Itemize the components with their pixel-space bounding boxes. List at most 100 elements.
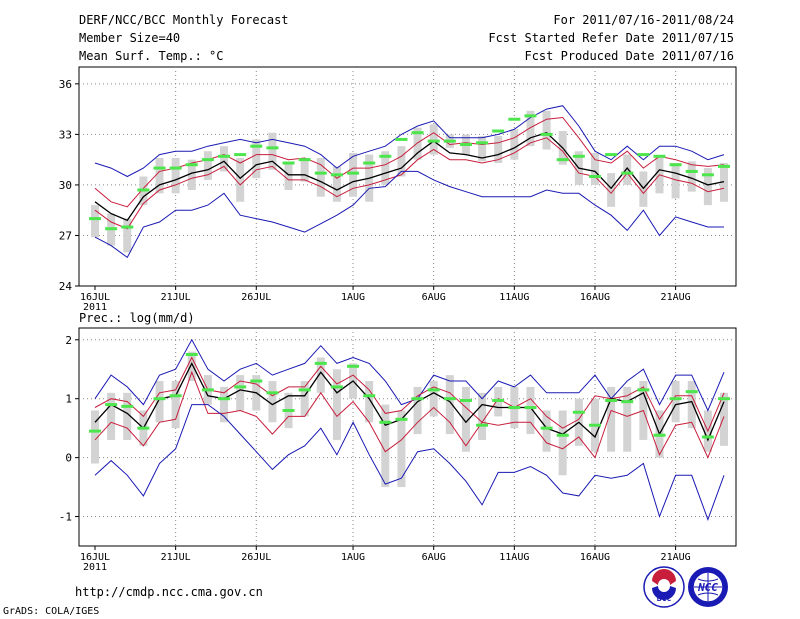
temperature-median-marker <box>330 173 343 177</box>
temperature-spread-box <box>542 110 551 150</box>
temperature-median-marker <box>137 188 150 192</box>
precipitation-min-line <box>94 404 725 521</box>
temperature-median-marker <box>556 158 569 162</box>
precipitation-median-marker <box>685 390 698 394</box>
temperature-median-marker <box>508 117 521 121</box>
temperature-spread-box <box>720 163 728 202</box>
temperature-ens-mean-line <box>94 131 725 222</box>
ncc-logo: NCC <box>688 567 728 607</box>
precipitation-median-marker <box>669 397 682 401</box>
temperature-median-marker <box>250 144 263 148</box>
precipitation-median-marker <box>718 397 730 401</box>
temperature-spread-box <box>332 166 341 202</box>
temperature-spread-box <box>187 159 196 190</box>
source-url[interactable]: http://cmdp.ncc.cma.gov.cn <box>75 585 263 599</box>
precipitation-year-label: 2011 <box>83 562 107 573</box>
precipitation-median-marker <box>234 385 247 389</box>
temperature-median-marker <box>572 154 585 158</box>
precipitation-median-marker <box>492 398 505 402</box>
temperature-spread-box <box>171 157 180 194</box>
precipitation-spread-box <box>429 381 438 417</box>
temperature-median-marker <box>363 161 376 165</box>
temperature-median-marker <box>621 171 634 175</box>
precipitation-median-marker <box>508 406 521 410</box>
precipitation-ens-lower-line <box>94 370 725 459</box>
precipitation-median-marker <box>169 394 182 398</box>
precipitation-median-marker <box>137 426 150 430</box>
precipitation-spread-box <box>720 392 728 446</box>
temperature-ens-lower-line <box>94 137 725 230</box>
precipitation-spread-box <box>236 375 245 411</box>
precipitation-median-marker <box>621 400 634 404</box>
temperature-spread-box <box>413 127 422 160</box>
temperature-median-marker <box>153 166 166 170</box>
temperature-median-marker <box>459 142 472 146</box>
temperature-median-marker <box>685 169 698 173</box>
ncc-logo-globe-lines <box>694 573 722 601</box>
precipitation-spread-box <box>332 369 341 440</box>
precipitation-spread-box <box>413 386 422 435</box>
temperature-spread-box <box>203 151 212 180</box>
precipitation-median-marker <box>121 404 134 408</box>
precipitation-median-marker <box>443 397 456 401</box>
precipitation-spread-box <box>445 375 454 435</box>
temperature-spread-box <box>429 124 438 155</box>
bcc-logo-swirl <box>652 569 676 585</box>
precipitation-ytick-label: 0 <box>65 452 72 465</box>
precipitation-median-marker <box>218 397 231 401</box>
temperature-median-marker <box>701 173 714 177</box>
temperature-ens-upper-line <box>94 116 725 208</box>
precipitation-spread-box <box>687 381 696 429</box>
temperature-ytick-label: 33 <box>59 128 72 141</box>
precipitation-spread-box <box>171 381 180 429</box>
temperature-spread-box <box>494 136 503 164</box>
forecast-started-date: Fcst Started Refer Date 2011/07/15 <box>488 31 734 45</box>
temperature-median-marker <box>121 225 134 229</box>
temperature-median-marker <box>443 139 456 143</box>
member-size: Member Size=40 <box>79 31 181 45</box>
precipitation-xtick-label: 21JUL <box>161 552 191 563</box>
temperature-spread-box <box>381 151 390 185</box>
chart-title: DERF/NCC/BCC Monthly Forecast <box>79 13 289 27</box>
temperature-spread-box <box>300 157 309 182</box>
precipitation-ytick-label: 2 <box>65 334 72 347</box>
temperature-median-marker <box>637 153 650 157</box>
precipitation-ens-mean-line <box>94 361 725 442</box>
temperature-median-marker <box>234 153 247 157</box>
precipitation-median-marker <box>266 391 279 395</box>
precipitation-median-marker <box>298 388 311 392</box>
precipitation-spread-box <box>478 392 487 440</box>
temperature-spread-box <box>349 152 358 197</box>
temperature-median-marker <box>347 171 360 175</box>
temperature-spread-box <box>590 152 599 185</box>
temperature-median-marker <box>169 166 182 170</box>
precipitation-ytick-label: -1 <box>59 511 72 524</box>
temperature-ytick-label: 27 <box>59 229 72 242</box>
precipitation-spread-box <box>365 381 374 423</box>
precipitation-xtick-label: 26JUL <box>241 552 271 563</box>
precipitation-frame <box>78 327 737 547</box>
precipitation-median-marker <box>153 397 166 401</box>
temperature-median-marker <box>411 131 424 135</box>
temperature-spread-box <box>236 157 245 202</box>
temperature-spread-box <box>526 110 535 147</box>
temperature-spread-box <box>220 146 229 172</box>
temperature-xtick-label: 21JUL <box>161 292 191 303</box>
precipitation-spread-box <box>91 410 99 464</box>
precipitation-spread-box <box>397 410 406 488</box>
precipitation-xtick-label: 6AUG <box>422 552 446 563</box>
precipitation-median-marker <box>524 406 537 410</box>
temperature-median-marker <box>201 158 214 162</box>
temperature-median-marker <box>314 171 327 175</box>
precipitation-median-marker <box>347 364 360 368</box>
precipitation-median-marker <box>637 388 650 392</box>
temperature-median-marker <box>105 227 118 231</box>
precipitation-median-marker <box>605 398 618 402</box>
precipitation-spread-box <box>558 410 567 476</box>
precipitation-median-marker <box>89 429 101 433</box>
precipitation-median-marker <box>556 433 569 437</box>
forecast-produced-date: Fcst Produced Date 2011/07/16 <box>524 49 734 63</box>
precipitation-median-marker <box>701 435 714 439</box>
precipitation-median-marker <box>250 379 263 383</box>
temperature-frame <box>78 66 737 287</box>
